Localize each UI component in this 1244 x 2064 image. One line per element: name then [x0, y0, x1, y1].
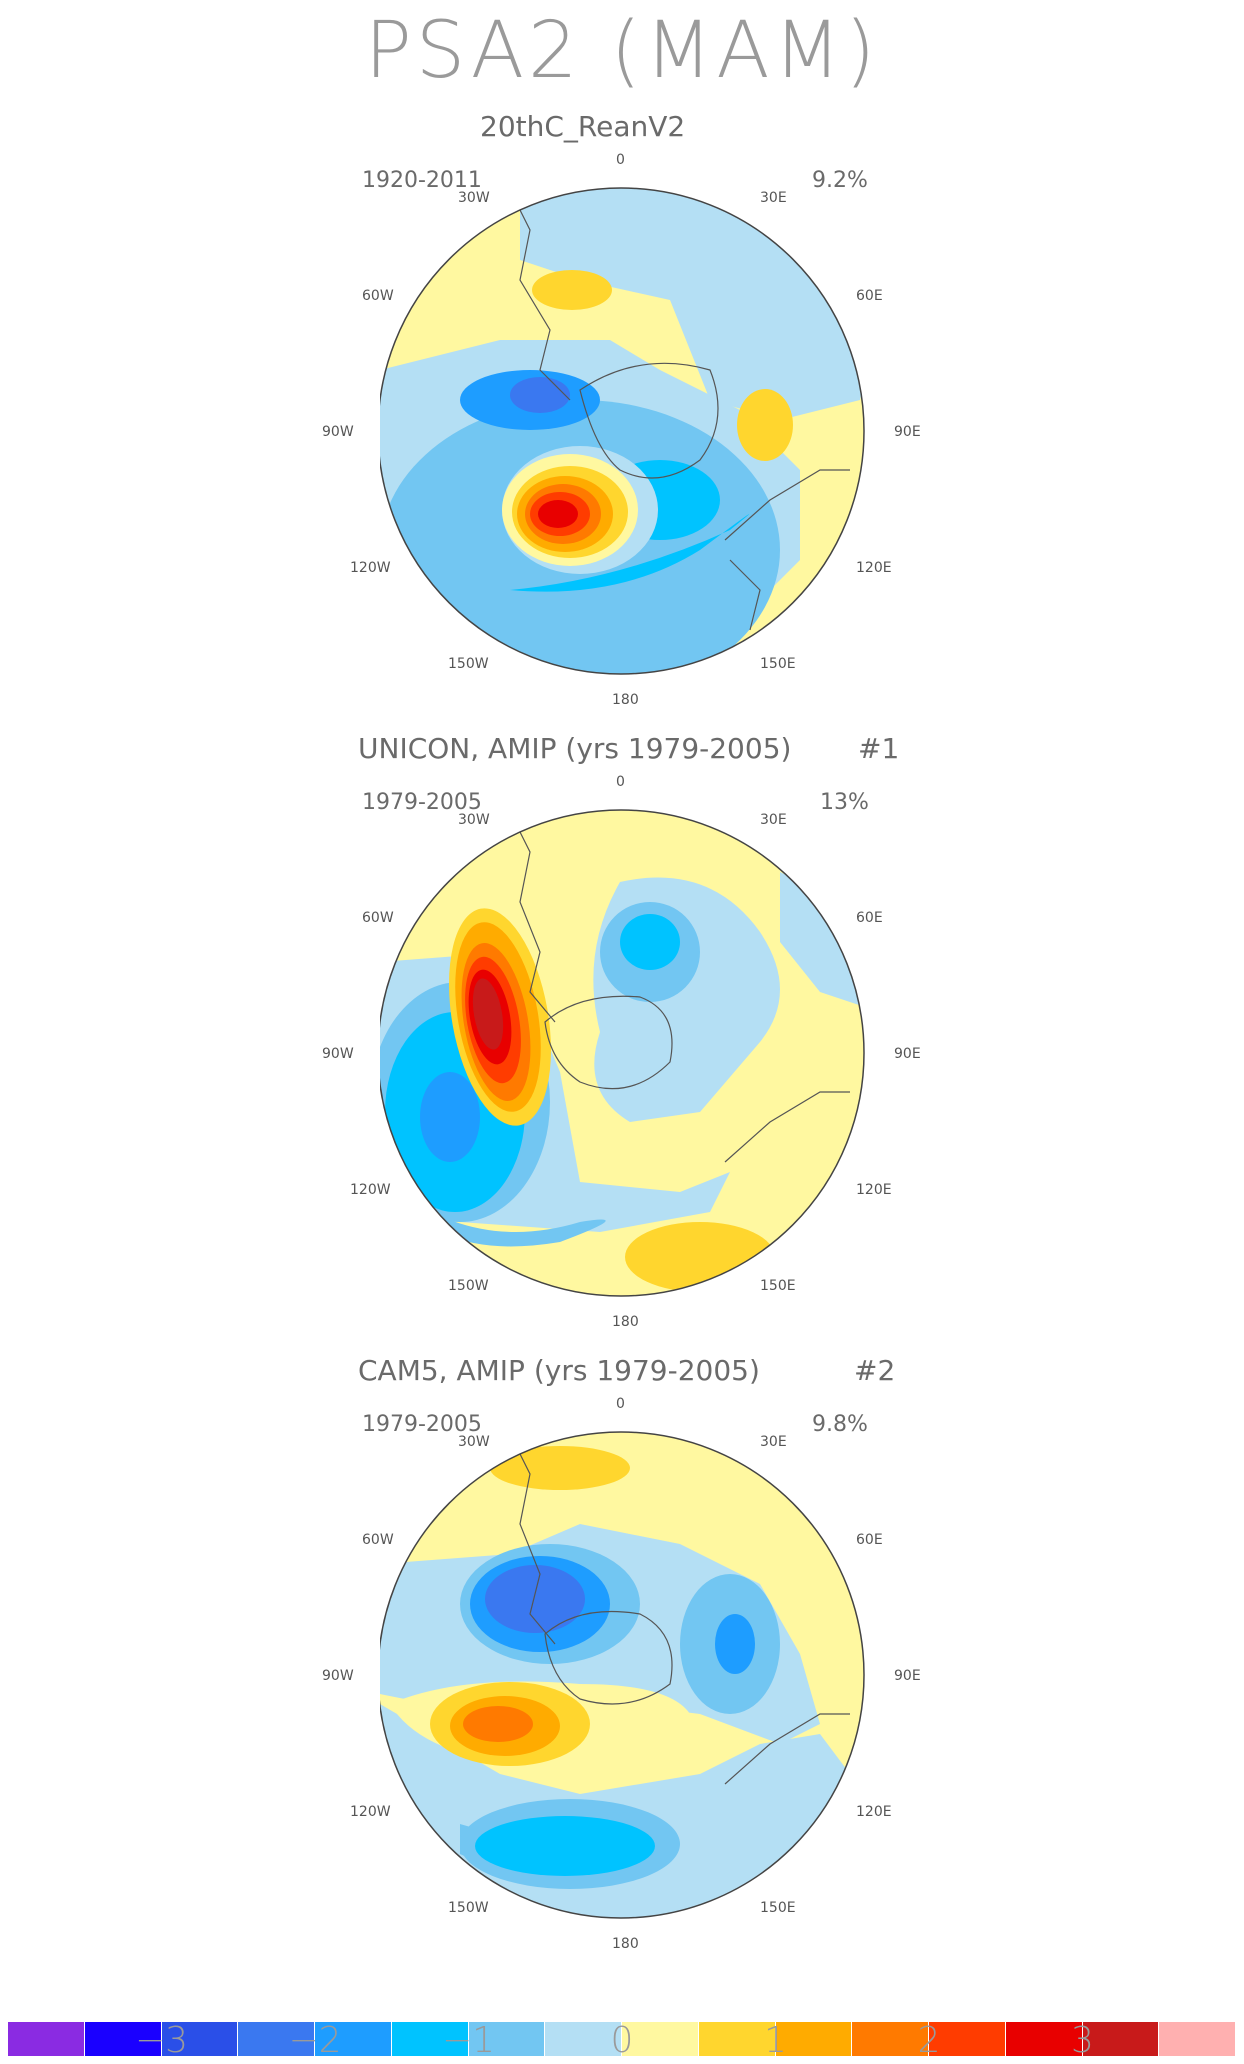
panel-2-title: UNICON, AMIP (yrs 1979-2005) [358, 732, 792, 765]
panel-3-lon-120e: 120E [856, 1804, 892, 1820]
panel-2-map [380, 809, 865, 1297]
panel-1-lon-30w: 30W [458, 190, 490, 206]
panel-2-lon-90w: 90W [322, 1046, 354, 1062]
colorbar-swatch [929, 2022, 1006, 2056]
panel-3-lon-120w: 120W [350, 1804, 391, 1820]
colorbar-swatch [622, 2022, 699, 2056]
colorbar-swatch [775, 2022, 853, 2056]
figure-title: PSA2 (MAM) [364, 6, 880, 96]
panel-2-lon-30w: 30W [458, 812, 490, 828]
panel-2-lon-60w: 60W [362, 910, 394, 926]
panel-2-years: 1979-2005 [362, 790, 482, 815]
panel-1-map [380, 187, 865, 675]
panel-3-lon-60e: 60E [856, 1532, 883, 1548]
colorbar-tick-label: 2 [917, 2020, 941, 2061]
panel-1-lon-150w: 150W [448, 656, 489, 672]
panel-3-lon-60w: 60W [362, 1532, 394, 1548]
panel-1-lon-60e: 60E [856, 288, 883, 304]
panel-1-lon-120e: 120E [856, 560, 892, 576]
colorbar-swatch [84, 2022, 162, 2056]
panel-1-lon-180: 180 [612, 692, 639, 708]
panel-2-lon-120e: 120E [856, 1182, 892, 1198]
panel-1-lon-90w: 90W [322, 424, 354, 440]
panel-2-variance: 13% [820, 790, 869, 815]
colorbar-tick-label: −3 [134, 2020, 189, 2061]
colorbar-swatch [468, 2022, 546, 2056]
panel-1-years: 1920-2011 [362, 168, 482, 193]
panel-1-lon-120w: 120W [350, 560, 391, 576]
panel-3-lon-90e: 90E [894, 1668, 921, 1684]
panel-1-variance: 9.2% [812, 168, 868, 193]
colorbar-swatch [315, 2022, 392, 2056]
panel-2-lon-0: 0 [616, 774, 625, 790]
panel-2-lon-150w: 150W [448, 1278, 489, 1294]
colorbar-tick-label: −2 [288, 2020, 342, 2061]
panel-2-lon-60e: 60E [856, 910, 883, 926]
panel-3-lon-0: 0 [616, 1396, 625, 1412]
panel-3-map [380, 1431, 865, 1919]
panel-3-lon-150w: 150W [448, 1900, 489, 1916]
panel-3-lon-90w: 90W [322, 1668, 354, 1684]
panel-3-lon-180: 180 [612, 1936, 639, 1952]
panel-1-lon-0: 0 [616, 152, 625, 168]
panel-3-lon-30w: 30W [458, 1434, 490, 1450]
panel-3-lon-150e: 150E [760, 1900, 796, 1916]
panel-2-lon-150e: 150E [760, 1278, 796, 1294]
panel-3-title: CAM5, AMIP (yrs 1979-2005) [358, 1354, 760, 1387]
colorbar-swatch [238, 2022, 315, 2056]
panel-3-years: 1979-2005 [362, 1412, 482, 1437]
panel-3-variance: 9.8% [812, 1412, 868, 1437]
panel-2-number: #1 [858, 732, 900, 765]
colorbar [8, 2022, 1236, 2056]
panel-2-lon-180: 180 [612, 1314, 639, 1330]
colorbar-tick-label: 3 [1071, 2020, 1094, 2061]
panel-2-lon-120w: 120W [350, 1182, 391, 1198]
colorbar-swatch [391, 2022, 469, 2056]
colorbar-swatch [698, 2022, 776, 2056]
panel-1-title: 20thC_ReanV2 [480, 110, 686, 143]
panel-1-lon-150e: 150E [760, 656, 796, 672]
colorbar-swatch [545, 2022, 622, 2056]
panel-1-lon-60w: 60W [362, 288, 394, 304]
colorbar-labels: −3 −2 −1 0 1 2 3 [8, 2020, 1236, 2064]
panel-1-lon-90e: 90E [894, 424, 921, 440]
panel-3-number: #2 [854, 1354, 896, 1387]
colorbar-tick-label: 1 [764, 2020, 787, 2061]
colorbar-swatch [1082, 2022, 1160, 2056]
panel-1-lon-30e: 30E [760, 190, 787, 206]
panel-2-lon-30e: 30E [760, 812, 787, 828]
colorbar-tick-label: 0 [610, 2020, 634, 2061]
colorbar-swatch [1005, 2022, 1083, 2056]
colorbar-tick-label: −1 [441, 2020, 496, 2061]
colorbar-swatch [161, 2022, 239, 2056]
panel-3-lon-30e: 30E [760, 1434, 787, 1450]
colorbar-swatch [852, 2022, 929, 2056]
panel-2-lon-90e: 90E [894, 1046, 921, 1062]
colorbar-swatch [8, 2022, 85, 2056]
colorbar-swatch [1159, 2022, 1236, 2056]
